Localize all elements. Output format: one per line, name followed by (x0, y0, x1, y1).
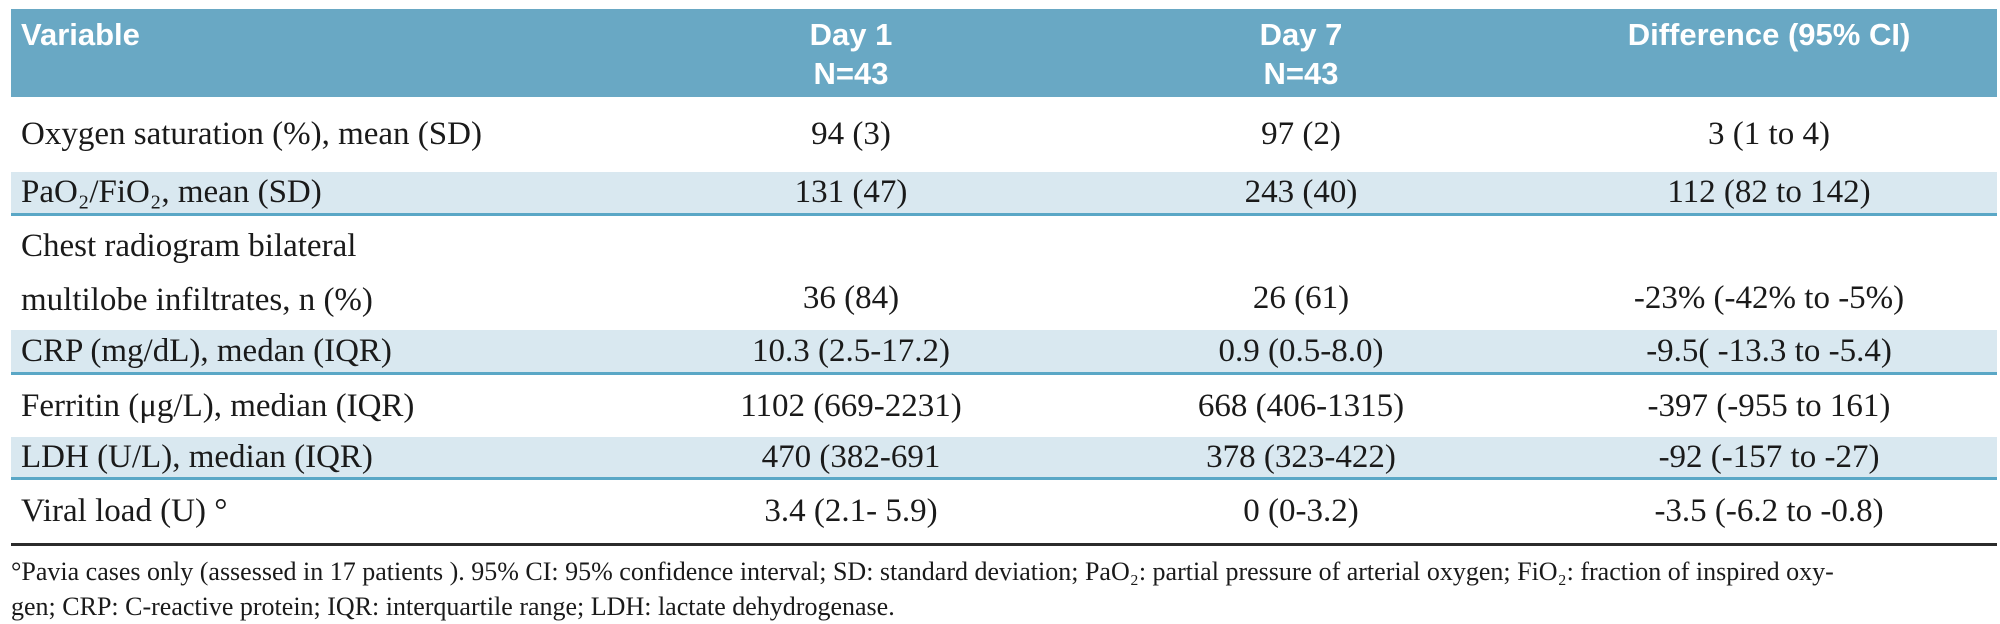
header-day7: Day 7 N=43 (1061, 9, 1541, 97)
cell-difference: -92 (-157 to -27) (1658, 438, 1880, 475)
header-day1-n: N=43 (813, 56, 889, 91)
cell-variable: Viral load (U) ° (21, 493, 228, 530)
footnote-line2: gen; CRP: C-reactive protein; IQR: inter… (11, 592, 895, 621)
table-row-ferritin: Ferritin (μg/L), median (IQR) 1102 (669-… (11, 375, 1997, 437)
cell-variable-line1: Chest radiogram bilateral (21, 228, 357, 264)
results-table: Variable Day 1 N=43 Day 7 N=43 Differenc… (11, 9, 1997, 624)
cell-difference: -9.5( -13.3 to -5.4) (1646, 332, 1892, 369)
cell-day7: 26 (61) (1252, 279, 1350, 316)
footnote-line1: °Pavia cases only (assessed in 17 patien… (11, 557, 1834, 586)
table-row-crp: CRP (mg/dL), medan (IQR) 10.3 (2.5-17.2)… (11, 330, 1997, 375)
header-day7-n: N=43 (1263, 56, 1339, 91)
cell-variable: Chest radiogram bilateral multilobe infi… (11, 216, 641, 330)
cell-variable: LDH (U/L), median (IQR) (21, 438, 373, 475)
header-day7-label: Day 7 (1259, 17, 1343, 52)
cell-difference: -3.5 (-6.2 to -0.8) (1654, 493, 1884, 530)
cell-day7: 243 (40) (1244, 174, 1358, 211)
cell-day1: 10.3 (2.5-17.2) (752, 332, 950, 369)
cell-day1: 470 (382-691 (761, 438, 941, 475)
cell-day1: 1102 (669-2231) (740, 387, 962, 424)
cell-day7: 378 (323-422) (1206, 438, 1396, 475)
cell-day7: 0 (0-3.2) (1243, 493, 1359, 530)
cell-difference: -397 (-955 to 161) (1647, 387, 1891, 424)
cell-difference: 112 (82 to 142) (1667, 174, 1871, 211)
cell-day1: 3.4 (2.1- 5.9) (764, 493, 938, 530)
table-row-ldh: LDH (U/L), median (IQR) 470 (382-691 378… (11, 437, 1997, 480)
table-footnote: °Pavia cases only (assessed in 17 patien… (11, 543, 1997, 624)
table-header-row: Variable Day 1 N=43 Day 7 N=43 Differenc… (11, 9, 1997, 97)
header-day1: Day 1 N=43 (641, 9, 1061, 97)
cell-variable: CRP (mg/dL), medan (IQR) (21, 332, 392, 369)
table-row-viral-load: Viral load (U) ° 3.4 (2.1- 5.9) 0 (0-3.2… (11, 480, 1997, 543)
table-row-pao2-fio2: PaO₂/FiO₂, mean (SD) 131 (47) 243 (40) 1… (11, 172, 1997, 216)
cell-day7: 0.9 (0.5-8.0) (1218, 332, 1384, 369)
cell-day1: 131 (47) (794, 174, 908, 211)
cell-variable: Oxygen saturation (%), mean (SD) (21, 116, 482, 153)
cell-day1: 36 (84) (802, 279, 900, 316)
cell-difference: -23% (-42% to -5%) (1633, 279, 1905, 316)
cell-day7: 97 (2) (1261, 116, 1341, 153)
header-difference: Difference (95% CI) (1627, 17, 1911, 52)
cell-variable-line2: multilobe infiltrates, n (%) (21, 281, 373, 318)
cell-difference: 3 (1 to 4) (1708, 116, 1830, 153)
header-day1-label: Day 1 (809, 17, 893, 52)
cell-day7: 668 (406-1315) (1197, 387, 1405, 424)
header-variable: Variable (21, 17, 140, 52)
table-row-oxygen-saturation: Oxygen saturation (%), mean (SD) 94 (3) … (11, 97, 1997, 172)
table-row-chest-radiogram: Chest radiogram bilateral multilobe infi… (11, 216, 1997, 330)
cell-variable: PaO₂/FiO₂, mean (SD) (21, 174, 322, 211)
cell-day1: 94 (3) (811, 116, 891, 153)
cell-variable: Ferritin (μg/L), median (IQR) (21, 387, 415, 424)
